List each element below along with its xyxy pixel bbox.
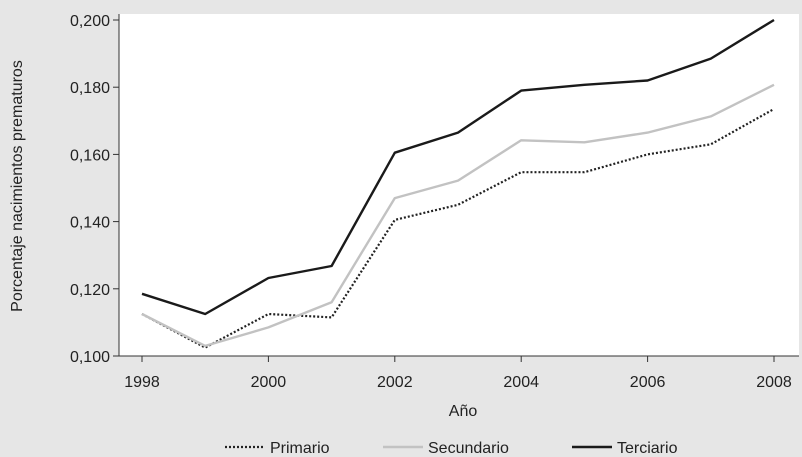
legend-label-primario: Primario bbox=[270, 440, 330, 457]
x-axis-title: Año bbox=[449, 403, 478, 420]
x-tick-label: 2000 bbox=[251, 374, 287, 391]
y-axis-title: Porcentaje nacimientos prematuros bbox=[9, 60, 26, 312]
x-tick-label: 2006 bbox=[630, 374, 666, 391]
series-line-primario bbox=[141, 108, 775, 349]
x-tick-label: 2004 bbox=[503, 374, 539, 391]
y-tick-label: 0,100 bbox=[70, 349, 110, 366]
y-tick-label: 0,200 bbox=[70, 13, 110, 30]
series-line-secundario bbox=[141, 83, 775, 348]
x-tick-label: 2008 bbox=[756, 374, 792, 391]
y-tick-label: 0,160 bbox=[70, 147, 110, 164]
y-tick-label: 0,140 bbox=[70, 215, 110, 232]
y-tick-label: 0,180 bbox=[70, 80, 110, 97]
x-tick-label: 1998 bbox=[124, 374, 160, 391]
legend-label-terciario: Terciario bbox=[617, 440, 678, 457]
y-tick-label: 0,120 bbox=[70, 282, 110, 299]
x-axis-ticks: 1998 2000 2002 2004 2006 2008 bbox=[124, 356, 792, 391]
x-tick-label: 2002 bbox=[377, 374, 413, 391]
series-lines bbox=[141, 18, 775, 349]
y-axis-ticks: 0,100 0,120 0,140 0,160 0,180 0,200 bbox=[70, 13, 119, 366]
legend: Primario Secundario Terciario bbox=[225, 440, 678, 457]
legend-label-secundario: Secundario bbox=[428, 440, 509, 457]
series-line-terciario bbox=[141, 18, 775, 316]
